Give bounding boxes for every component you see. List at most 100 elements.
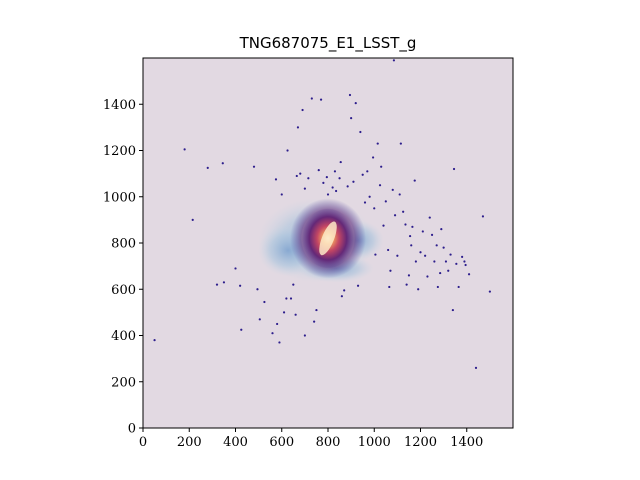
x-tick-label: 200 <box>177 435 202 450</box>
stellar-point <box>373 207 376 210</box>
stellar-point <box>430 233 434 237</box>
stellar-point <box>461 255 464 258</box>
stellar-point <box>252 165 256 168</box>
stellar-point <box>343 289 346 292</box>
stellar-point <box>439 271 442 275</box>
y-axis: 0 200 400 600 800 1000 1200 1400 <box>103 98 143 437</box>
stellar-point <box>333 170 337 173</box>
stellar-point <box>215 283 219 286</box>
x-axis: 0 200 400 600 800 1000 1200 1400 <box>139 428 483 450</box>
stellar-point <box>319 98 323 101</box>
stellar-point <box>183 148 186 151</box>
stellar-point <box>467 273 471 276</box>
stellar-point <box>239 284 242 287</box>
x-tick-label: 400 <box>223 435 248 450</box>
stellar-point <box>295 174 298 178</box>
stellar-points-layer <box>153 59 491 369</box>
stellar-point <box>417 288 420 291</box>
stellar-point <box>303 334 306 337</box>
stellar-point <box>339 160 342 164</box>
stellar-point <box>315 308 318 312</box>
stellar-point <box>296 126 300 129</box>
stellar-point <box>419 251 422 254</box>
x-tick-label: 1400 <box>450 435 483 450</box>
stellar-point <box>413 179 416 182</box>
y-tick-label: 200 <box>111 375 136 390</box>
stellar-point <box>292 283 295 286</box>
stellar-point <box>447 269 450 272</box>
stellar-point <box>206 166 209 169</box>
stellar-point <box>380 165 383 168</box>
stellar-point <box>282 311 286 314</box>
stellar-point <box>488 290 491 293</box>
y-tick-label: 800 <box>111 237 136 252</box>
stellar-point <box>399 142 402 145</box>
y-tick-label: 1000 <box>103 190 136 205</box>
stellar-point <box>303 187 306 190</box>
stellar-point <box>359 130 362 134</box>
stellar-point <box>376 142 379 145</box>
stellar-point <box>481 215 485 218</box>
stellar-point <box>435 244 438 247</box>
stellar-point <box>392 59 396 62</box>
stellar-point <box>408 234 412 238</box>
stellar-point <box>384 200 387 203</box>
stellar-point <box>348 93 352 97</box>
x-tick-label: 0 <box>139 435 147 450</box>
stellar-point <box>389 269 392 272</box>
stellar-point <box>363 201 367 204</box>
stellar-point <box>388 285 391 289</box>
stellar-point <box>433 260 436 263</box>
stellar-point <box>191 218 194 221</box>
stellar-point <box>391 188 394 191</box>
stellar-point <box>449 253 452 256</box>
stellar-point <box>331 186 334 189</box>
stellar-point <box>356 284 360 287</box>
stellar-point <box>256 288 259 291</box>
stellar-point <box>424 254 427 257</box>
stellar-point <box>326 193 330 196</box>
stellar-point <box>234 267 237 270</box>
stellar-point <box>271 332 274 335</box>
stellar-point <box>322 181 325 184</box>
stellar-point <box>457 285 460 289</box>
stellar-point <box>398 193 401 196</box>
stellar-point <box>286 149 289 152</box>
y-tick-label: 600 <box>111 283 136 298</box>
stellar-point <box>410 244 413 247</box>
galaxy-core <box>290 198 366 279</box>
stellar-point <box>289 297 293 300</box>
stellar-point <box>299 172 302 175</box>
stellar-point <box>338 177 341 180</box>
stellar-point <box>374 253 377 256</box>
stellar-point <box>361 173 364 176</box>
x-tick-label: 1200 <box>404 435 437 450</box>
x-tick-label: 800 <box>316 435 341 450</box>
y-tick-label: 1400 <box>103 98 136 113</box>
y-tick-label: 0 <box>128 422 136 437</box>
stellar-point <box>368 195 371 198</box>
stellar-point <box>407 274 411 277</box>
stellar-point <box>278 341 281 344</box>
stellar-point <box>280 193 283 196</box>
stellar-point <box>340 295 343 298</box>
stellar-point <box>455 262 458 265</box>
y-tick-label: 1200 <box>103 144 136 159</box>
stellar-point <box>258 318 261 321</box>
stellar-point <box>451 308 454 312</box>
stellar-point <box>325 175 328 179</box>
stellar-point <box>346 185 349 188</box>
stellar-point <box>153 339 156 342</box>
stellar-point <box>240 328 243 331</box>
stellar-point <box>313 320 316 323</box>
x-tick-label: 600 <box>269 435 294 450</box>
stellar-point <box>294 313 297 316</box>
stellar-point <box>334 189 338 193</box>
stellar-point <box>440 228 443 231</box>
stellar-point <box>387 248 390 252</box>
stellar-point <box>310 97 313 100</box>
stellar-point <box>442 246 445 249</box>
stellar-point <box>366 170 369 173</box>
stellar-point <box>396 254 399 257</box>
